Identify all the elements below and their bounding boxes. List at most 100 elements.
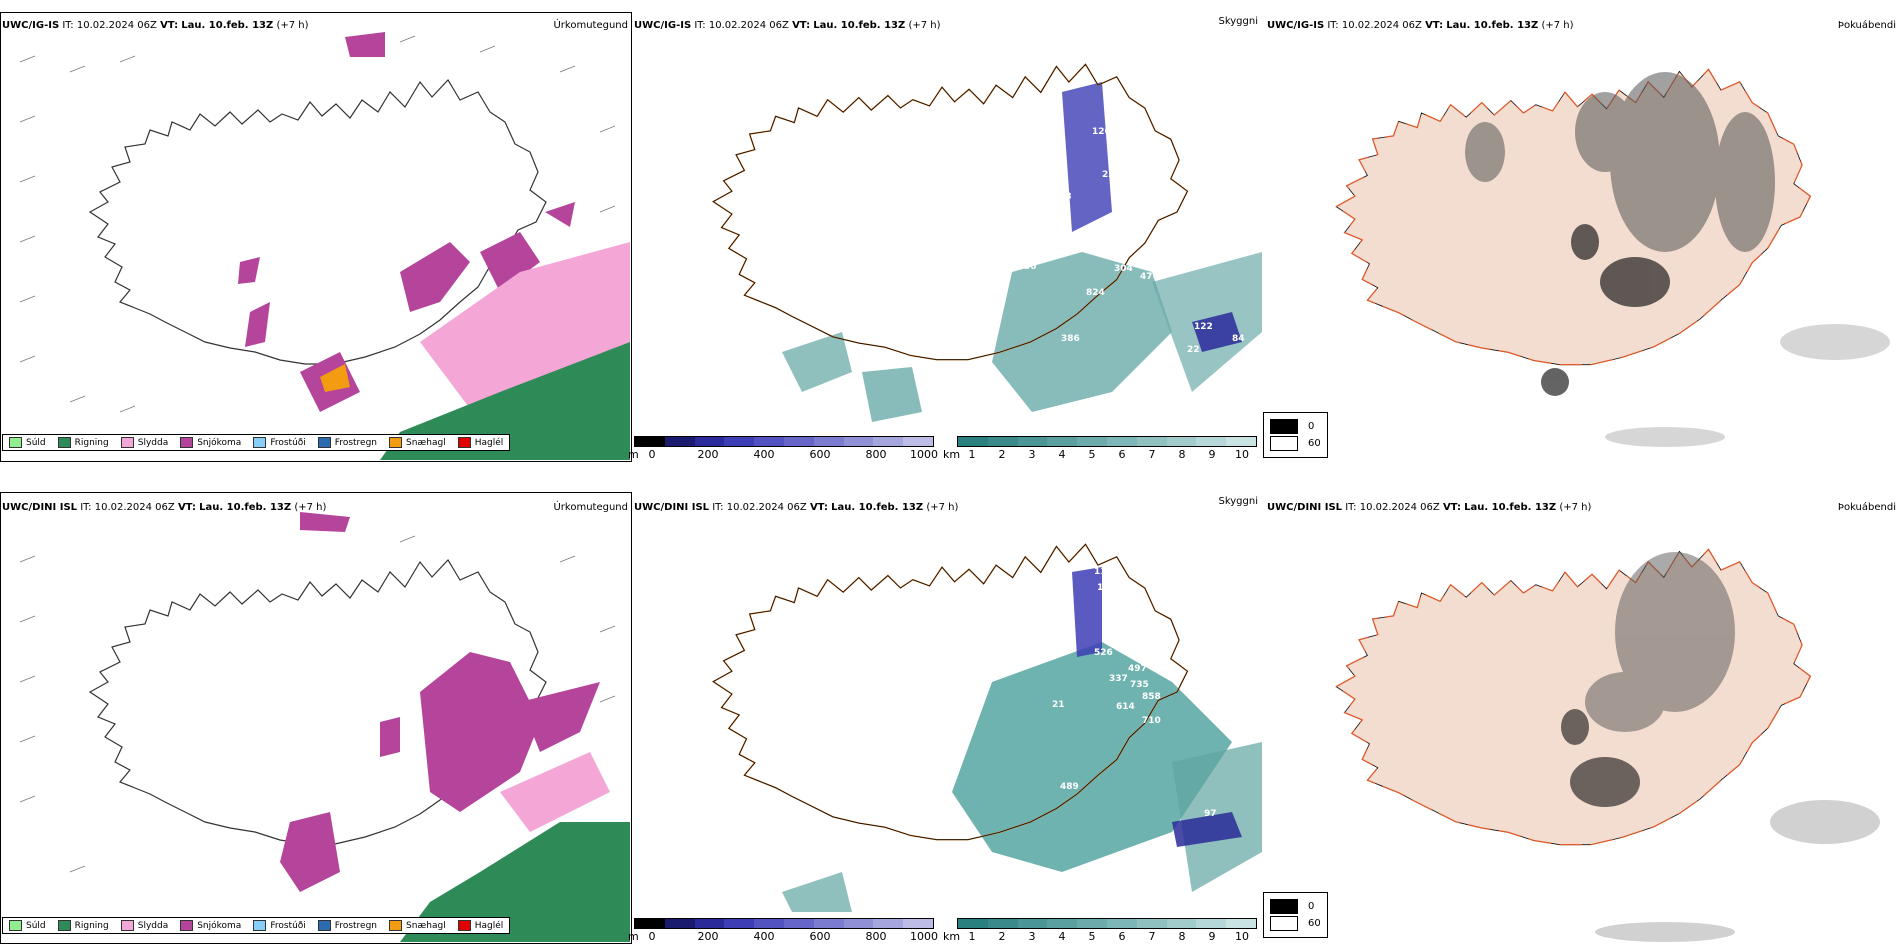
cb-tick: 9	[1208, 930, 1216, 943]
visibility-panel-bottom: UWC/DINI ISL IT: 10.02.2024 06Z VT: Lau.…	[628, 492, 1262, 944]
vis-label: 497	[1128, 664, 1147, 674]
fog-panel-bottom: UWC/DINI ISL IT: 10.02.2024 06Z VT: Lau.…	[1265, 492, 1900, 944]
vt-value: Lau. 10.feb. 13Z	[831, 502, 924, 513]
vis-km-area	[952, 642, 1232, 872]
cb-m-7	[843, 437, 874, 446]
cb-m-6	[813, 437, 844, 446]
cb-m-0	[635, 437, 665, 446]
cb-km-6	[1136, 437, 1167, 446]
fog-legend-label: 0	[1308, 901, 1315, 912]
vis-label: 855	[1120, 386, 1139, 396]
fog-dense	[1561, 709, 1640, 807]
vis-label: 120	[1092, 127, 1111, 137]
cb-km-6	[1136, 919, 1167, 928]
cb-tick: 4	[1058, 448, 1066, 461]
vt-value: Lau. 10.feb. 13Z	[1464, 502, 1557, 513]
legend-item: Snjókoma	[180, 437, 241, 448]
fog-legend-row: 60	[1270, 436, 1321, 451]
panel-title: Úrkomutegund	[553, 502, 628, 513]
legend-label: Snæhagl	[406, 437, 446, 448]
cb-tick: 200	[697, 448, 719, 461]
model-name: UWC/IG-IS	[634, 20, 692, 31]
vis-label: 125	[1151, 858, 1170, 868]
fog-swatch-0	[1270, 899, 1298, 914]
cb-tick: 800	[865, 930, 887, 943]
vis-label: 30	[1024, 262, 1037, 272]
colorbar-km-ticks: km 1 2 3 4 5 6 7 8 9 10	[943, 929, 1257, 943]
legend-swatch-1	[57, 920, 71, 931]
lead-time: (+7 h)	[294, 502, 327, 513]
colorbar-m-ticks: m 0 200 400 600 800 1000	[628, 929, 938, 943]
cb-tick: 4	[1058, 930, 1066, 943]
colorbar-km: km 1 2 3 4 5 6 7 8 9 10	[943, 436, 1257, 466]
cb-tick: 600	[809, 448, 831, 461]
cb-m-8	[873, 919, 904, 928]
vis-label: 22	[1187, 345, 1200, 355]
lead-time: (+7 h)	[908, 20, 941, 31]
vis-label: 68	[1059, 192, 1072, 202]
legend-item: Frostregn	[317, 920, 378, 931]
legend-item: Snæhagl	[389, 920, 446, 931]
it-value: 10.02.2024 06Z	[708, 20, 789, 31]
lead-time: (+7 h)	[276, 20, 309, 31]
legend-item: Frostúði	[253, 920, 306, 931]
vt-label: VT:	[177, 502, 196, 513]
it-label: IT:	[1345, 502, 1357, 513]
cb-m-8	[873, 437, 904, 446]
vis-label: 377	[1142, 250, 1161, 260]
cb-km-3	[1047, 437, 1078, 446]
vis-label: 22	[1102, 170, 1115, 180]
legend-item: Frostregn	[317, 437, 377, 448]
legend-label: Snæhagl	[406, 920, 446, 931]
legend-swatch-7	[457, 920, 471, 931]
precip-map	[19, 512, 630, 942]
legend-label: Snjókoma	[197, 437, 242, 448]
cb-km-4	[1077, 919, 1107, 928]
it-label: IT:	[1327, 20, 1339, 31]
cb-tick: 2	[998, 930, 1006, 943]
cb-m-0	[635, 919, 665, 928]
legend-item: Frostúði	[253, 437, 306, 448]
it-label: IT:	[80, 502, 92, 513]
colorbar-m: m 0 200 400 600 800 1000	[628, 918, 938, 948]
vis-label: 710	[1142, 716, 1161, 726]
snow-areas	[280, 512, 600, 892]
fog-shading	[1585, 552, 1735, 732]
fog-legend-row: 60	[1270, 916, 1321, 931]
cb-tick: 200	[697, 930, 719, 943]
legend-item: Snæhagl	[389, 437, 446, 448]
legend-item: Rigning	[57, 437, 109, 448]
vt-label: VT:	[1425, 20, 1444, 31]
precip-panel-bottom: UWC/DINI ISL IT: 10.02.2024 06Z VT: Lau.…	[0, 492, 632, 944]
vis-label: 11	[1094, 567, 1107, 577]
map-frame	[0, 492, 632, 944]
fog-legend-row: 0	[1270, 419, 1321, 434]
fog-legend: 0 60	[1263, 892, 1328, 938]
vt-label: VT:	[792, 20, 811, 31]
vis-label: 489	[1060, 782, 1079, 792]
cb-km-0	[958, 919, 988, 928]
panel-title: Þokuábendi	[1837, 20, 1896, 31]
lead-time: (+7 h)	[1559, 502, 1592, 513]
vis-label: 390	[934, 380, 953, 390]
cb-m-3	[724, 437, 755, 446]
cb-m-7	[843, 919, 874, 928]
vis-label: 824	[1086, 288, 1105, 298]
legend-label: Frostúði	[270, 437, 306, 448]
cb-tick: 0	[648, 930, 656, 943]
vis-m-area	[1192, 312, 1242, 352]
fog-swatch-1	[1270, 916, 1298, 931]
cb-tick: 3	[1028, 448, 1036, 461]
vt-value: Lau. 10.feb. 13Z	[813, 20, 906, 31]
legend-label: Frostregn	[334, 920, 378, 931]
cb-km-1	[987, 437, 1018, 446]
panel-header: UWC/IG-IS IT: 10.02.2024 06Z VT: Lau. 10…	[2, 20, 309, 31]
vis-label: 858	[1142, 692, 1161, 702]
precip-panel-top: UWC/IG-IS IT: 10.02.2024 06Z VT: Lau. 10…	[0, 12, 632, 462]
cb-km-5	[1106, 437, 1137, 446]
vis-km-area	[992, 252, 1172, 412]
it-label: IT:	[62, 20, 74, 31]
fog-sea	[1605, 324, 1890, 447]
vis-label: 98	[1102, 599, 1115, 609]
panel-header: UWC/DINI ISL IT: 10.02.2024 06Z VT: Lau.…	[2, 502, 326, 513]
